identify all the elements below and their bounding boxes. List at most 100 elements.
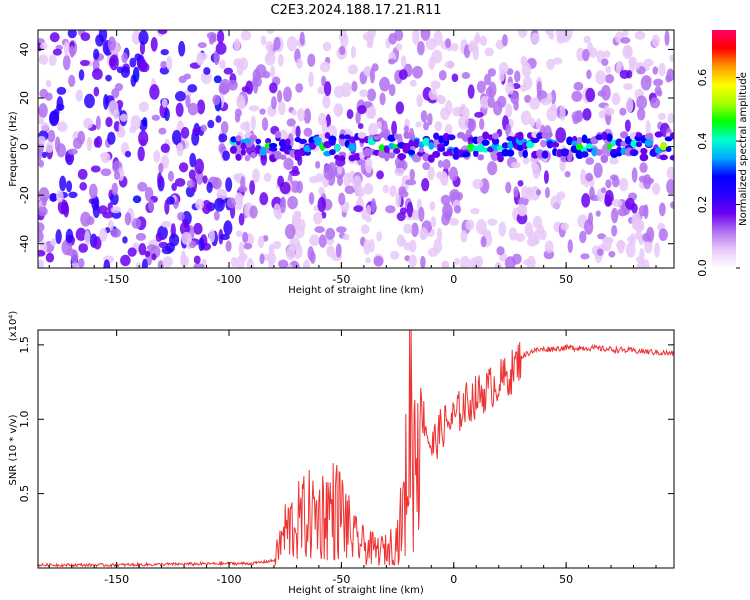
spectrogram-cell bbox=[379, 92, 386, 106]
y-tick-label: 0.5 bbox=[18, 485, 31, 503]
spectrogram-cell bbox=[472, 46, 479, 61]
spectrogram-line-cell bbox=[318, 133, 327, 139]
spectrogram-cell bbox=[295, 83, 304, 93]
spectrogram-line-cell bbox=[422, 137, 431, 147]
spectrogram-cell bbox=[604, 74, 615, 84]
spectrogram-cell bbox=[84, 230, 91, 246]
spectrogram-cell bbox=[283, 157, 294, 171]
spectrogram-cell bbox=[580, 168, 587, 185]
spectrogram-cell bbox=[236, 94, 246, 110]
spectrogram-cell bbox=[429, 201, 436, 211]
spectrogram-cell bbox=[226, 197, 236, 209]
spectrogram-line-cell bbox=[644, 133, 654, 140]
spectrogram-cell bbox=[107, 131, 116, 145]
spectrogram-cell bbox=[601, 84, 611, 101]
spectrogram-cell bbox=[272, 240, 282, 250]
spectrogram-cell bbox=[148, 198, 154, 212]
spectrogram-cell bbox=[344, 185, 355, 195]
spectrogram-cell bbox=[291, 165, 299, 174]
spectrogram-cell bbox=[420, 255, 426, 268]
spectrogram-cell bbox=[399, 207, 408, 215]
spectrogram-cell bbox=[175, 102, 184, 117]
spectrogram-cell bbox=[213, 210, 220, 221]
spectrogram-cell bbox=[109, 57, 116, 67]
spectrogram-cell bbox=[135, 232, 147, 241]
y-tick-label: -20 bbox=[18, 186, 31, 204]
spectrogram-cell bbox=[93, 236, 102, 250]
spectrogram-cell bbox=[290, 180, 301, 193]
colorbar-gradient bbox=[712, 30, 736, 268]
spectrogram-cell bbox=[656, 89, 663, 97]
spectrogram-cell bbox=[609, 156, 619, 165]
spectrogram-cell bbox=[295, 125, 301, 138]
spectrogram-cell bbox=[438, 69, 447, 81]
spectrogram-cell bbox=[595, 210, 601, 217]
spectrogram-cell bbox=[131, 30, 141, 45]
spectrogram-cell bbox=[601, 187, 607, 194]
spectrogram-cell bbox=[340, 82, 352, 98]
spectrogram-cell bbox=[540, 139, 547, 148]
spectrogram-line-cell bbox=[501, 142, 509, 149]
spectrogram-cell bbox=[422, 161, 430, 171]
spectrogram-cell bbox=[550, 195, 562, 210]
spectrogram-cell bbox=[605, 65, 612, 74]
snr-frame bbox=[37, 329, 675, 569]
spectrogram-line-cell bbox=[265, 138, 272, 145]
spectrogram-line-cell bbox=[334, 144, 341, 152]
spectrogram-line-cell bbox=[413, 138, 420, 146]
spectrogram-cell bbox=[171, 129, 182, 145]
spectrogram-cell bbox=[584, 219, 594, 235]
spectrogram-cell bbox=[234, 108, 242, 118]
spectrogram-cell bbox=[465, 219, 475, 231]
spectrogram-line-cell bbox=[329, 149, 336, 156]
spectrogram-cell bbox=[369, 68, 375, 84]
spectrogram-line-cell bbox=[230, 136, 237, 143]
spectrogram-cell bbox=[146, 244, 157, 251]
spectrogram-cell bbox=[211, 177, 222, 190]
spectrogram-cell bbox=[635, 231, 643, 240]
spectrogram-ticks: -150 -100 -50 0 50 -40 -20 0 20 40 bbox=[18, 30, 674, 286]
spectrogram-line-cell bbox=[240, 149, 247, 156]
spectrogram-cell bbox=[286, 118, 296, 127]
spectrogram-cell bbox=[615, 240, 626, 250]
spectrogram-cell bbox=[38, 259, 45, 268]
colorbar-ticks: 0.0 0.2 0.4 0.6 bbox=[696, 69, 740, 277]
spectrogram-cell bbox=[270, 65, 276, 78]
spectrogram-cell bbox=[544, 187, 550, 199]
spectrogram-cell bbox=[619, 178, 629, 192]
spectrogram-cell bbox=[487, 95, 495, 109]
spectrogram-cell bbox=[124, 212, 132, 226]
spectrogram-cell bbox=[41, 151, 47, 159]
spectrogram-cell bbox=[48, 54, 57, 66]
spectrogram-cell bbox=[405, 179, 417, 186]
spectrogram-cell bbox=[192, 127, 201, 135]
spectrogram-cell bbox=[546, 92, 553, 104]
spectrogram-line-cell bbox=[348, 143, 357, 152]
spectrogram-cell bbox=[669, 201, 674, 209]
spectrogram-cell bbox=[394, 166, 405, 177]
spectrogram-cell bbox=[412, 65, 423, 79]
spectrogram-line-cell bbox=[418, 147, 425, 153]
spectrogram-cell bbox=[620, 36, 631, 44]
spectrogram-cell bbox=[86, 216, 95, 226]
spectrogram-cell bbox=[249, 180, 256, 195]
spectrogram-cell bbox=[318, 186, 325, 195]
spectrogram-cell bbox=[78, 69, 85, 81]
spectrogram-cell bbox=[41, 196, 47, 207]
spectrogram-cell bbox=[158, 162, 164, 174]
spectrogram-cell bbox=[176, 142, 184, 157]
spectrogram-cell bbox=[277, 259, 289, 268]
spectrogram-line-cell bbox=[294, 154, 302, 161]
y-tick-label: 0 bbox=[18, 143, 31, 150]
spectrogram-cell bbox=[664, 30, 670, 46]
snr-background bbox=[38, 330, 674, 568]
spectrogram-cell bbox=[65, 180, 73, 193]
spectrogram-cell bbox=[208, 36, 217, 43]
spectrogram-cell bbox=[526, 186, 533, 202]
spectrogram-line-cell bbox=[659, 141, 668, 151]
spectrogram-cell bbox=[263, 172, 272, 182]
spectrogram-cell bbox=[161, 220, 172, 228]
spectrogram-cell bbox=[497, 95, 507, 108]
spectrogram-cell bbox=[56, 96, 64, 111]
spectrogram-cell bbox=[260, 35, 267, 46]
